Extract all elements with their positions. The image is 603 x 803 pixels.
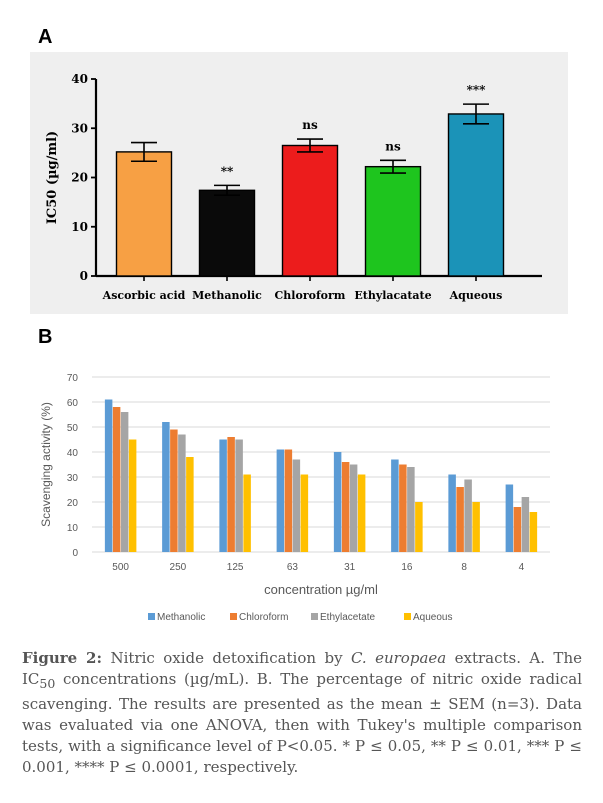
ic50-bar-chart: 0 10 20 30 40 Ascorbic acid ** Methanolic ns Chlo… — [45, 72, 542, 302]
y-tick-label: 0 — [80, 269, 88, 283]
legend-swatch-chloroform — [230, 613, 237, 620]
bar-aqueous-4 — [529, 512, 538, 552]
bar-ethylacetate-4 — [521, 497, 530, 552]
bar-chloroform-63 — [284, 449, 293, 552]
y-tick-label: 20 — [67, 498, 79, 509]
y-tick-label: 40 — [71, 72, 88, 86]
caption-subscript: 50 — [39, 676, 56, 691]
y-tick-label: 40 — [67, 448, 79, 459]
caption-figure-label: Figure 2: — [22, 649, 103, 667]
bar-chloroform-4 — [513, 507, 522, 552]
bar-ethylacetate-31 — [349, 464, 358, 552]
y-tick-label: 10 — [71, 220, 88, 234]
bar-chloroform-125 — [227, 437, 235, 552]
y-tick-label: 20 — [71, 171, 88, 185]
bar-ethylacetate-8 — [464, 479, 472, 552]
significance-label: *** — [467, 83, 487, 97]
y-tick-label: 30 — [71, 121, 88, 135]
figure-caption: Figure 2: Nitric oxide detoxification by… — [22, 648, 582, 778]
bar-chloroform-31 — [341, 462, 350, 552]
x-tick-label: 4 — [519, 562, 525, 573]
bar-methanolic-500 — [104, 399, 113, 552]
legend-swatch-methanolic — [148, 613, 155, 620]
bar-aqueous-500 — [128, 439, 137, 552]
x-tick-label: 125 — [227, 562, 244, 573]
bar-chloroform-250 — [170, 429, 178, 552]
scavenging-bar-chart: 0 10 20 30 40 50 60 70 500 250 125 63 31 16 8 4 concentr… — [39, 373, 550, 623]
x-tick-label: 500 — [112, 562, 129, 573]
significance-label: ns — [302, 118, 318, 132]
bar-methanolic-125 — [219, 439, 227, 552]
caption-text-1: Nitric oxide detoxification by — [102, 649, 351, 667]
bar-ethylacetate-500 — [120, 412, 129, 552]
bar-methanolic — [198, 189, 256, 277]
bar-methanolic-63 — [276, 449, 285, 552]
x-tick-label: Ascorbic acid — [102, 289, 186, 302]
x-tick-label: 31 — [344, 562, 356, 573]
caption-text-3: concentrations (µg/mL). B. The percentag… — [22, 670, 582, 776]
bar-ethylacetate-250 — [178, 434, 186, 552]
x-tick-label: Aqueous — [449, 289, 503, 302]
bar-aqueous-250 — [186, 457, 194, 552]
significance-label: ** — [221, 164, 234, 178]
panel-b-label: B — [38, 326, 53, 348]
bar-chloroform — [281, 144, 339, 277]
bar-chloroform-8 — [456, 487, 464, 552]
bar-ethylacatate — [364, 165, 422, 277]
y-tick-label: 10 — [67, 523, 79, 534]
x-tick-label: Chloroform — [275, 289, 346, 302]
chart-b-panel: 0 10 20 30 40 50 60 70 500 250 125 63 31 16 8 4 concentr… — [30, 352, 568, 637]
legend-swatch-ethylacetate — [311, 613, 318, 620]
bar-aqueous-125 — [243, 474, 251, 552]
legend-label: Aqueous — [413, 612, 452, 623]
y-axis-label: IC50 (µg/ml) — [45, 131, 60, 224]
significance-label: ns — [385, 139, 401, 153]
bar-methanolic-8 — [448, 474, 456, 552]
bar-aqueous-8 — [472, 502, 480, 552]
x-axis-label: concentration µg/ml — [264, 582, 378, 597]
x-tick-label: Ethylacatate — [354, 289, 431, 302]
bar-chloroform-16 — [399, 464, 407, 552]
bar-aqueous — [447, 113, 505, 277]
x-tick-label: 63 — [287, 562, 299, 573]
legend-label: Chloroform — [239, 612, 288, 623]
bar-aqueous-31 — [357, 474, 366, 552]
bar-chloroform-500 — [112, 407, 121, 552]
x-tick-label: 8 — [461, 562, 467, 573]
x-tick-label: 16 — [401, 562, 413, 573]
caption-species: C. europaea — [350, 649, 447, 667]
bar-methanolic-16 — [391, 459, 399, 552]
legend-swatch-aqueous — [404, 613, 411, 620]
y-tick-label: 0 — [72, 548, 78, 559]
y-axis-label: Scavenging activity (%) — [39, 402, 53, 527]
bar-ethylacetate-125 — [235, 439, 243, 552]
panel-a-label: A — [38, 26, 53, 48]
y-tick-label: 50 — [67, 423, 79, 434]
x-tick-label: Methanolic — [192, 289, 262, 302]
caption-text-2: extracts. A. The IC — [22, 649, 582, 688]
bar-methanolic-31 — [333, 452, 342, 552]
bar-aqueous-63 — [300, 474, 309, 552]
bar-aqueous-16 — [415, 502, 423, 552]
bar-methanolic-250 — [162, 422, 170, 552]
legend-label: Ethylacetate — [320, 612, 375, 623]
y-tick-label: 70 — [67, 373, 79, 384]
bar-ascorbic-acid — [115, 151, 173, 277]
bar-ethylacetate-16 — [407, 467, 415, 552]
y-tick-label: 60 — [67, 398, 79, 409]
bar-methanolic-4 — [505, 484, 514, 552]
x-tick-label: 250 — [170, 562, 187, 573]
y-tick-label: 30 — [67, 473, 79, 484]
chart-a-panel: 0 10 20 30 40 Ascorbic acid ** Methanolic ns Chlo… — [30, 52, 568, 314]
legend-label: Methanolic — [157, 612, 205, 623]
bar-ethylacetate-63 — [292, 459, 301, 552]
